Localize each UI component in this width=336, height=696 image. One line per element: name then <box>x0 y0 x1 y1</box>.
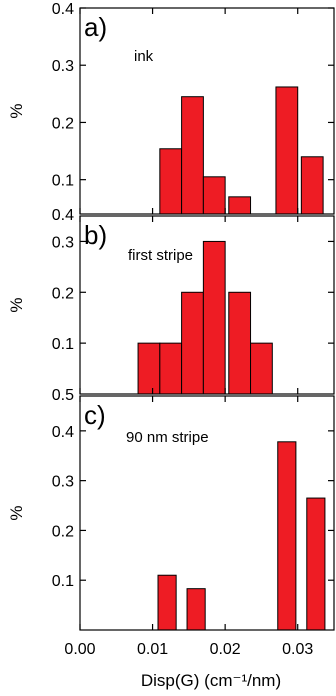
panel-letter: c) <box>84 400 106 430</box>
y-tick-label: 0.1 <box>52 573 74 590</box>
bar <box>157 574 177 631</box>
y-tick-label: 0.3 <box>52 234 74 251</box>
bar <box>306 497 326 631</box>
bar <box>186 588 206 631</box>
plot-frame <box>79 215 335 395</box>
panel-a: 0.1 0.2 0.3 0.4% a) ink <box>7 1 335 215</box>
panel-annotation: first stripe <box>128 247 193 264</box>
bar <box>202 176 226 215</box>
bar <box>159 148 183 215</box>
y-tick-label: 0.4 <box>52 1 74 18</box>
y-tick-label: 0.3 <box>52 58 74 75</box>
bar <box>137 342 161 395</box>
bar <box>228 291 252 395</box>
bar <box>300 156 324 215</box>
panel-annotation: 90 nm stripe <box>126 429 209 446</box>
bar <box>181 291 204 395</box>
y-tick-label: 0.4 <box>52 207 74 224</box>
y-tick-label: 0.3 <box>52 474 74 491</box>
bar <box>275 86 299 215</box>
bar <box>159 342 183 395</box>
bar <box>228 196 252 215</box>
bar <box>277 441 297 631</box>
x-axis-label: Disp(G) (cm⁻¹/nm) <box>141 671 281 690</box>
panel-b: 0.1 0.2 0.3% b) first stripe <box>7 215 335 395</box>
x-tick-label: 0.01 <box>137 641 168 658</box>
y-axis-label: % <box>7 297 26 312</box>
y-tick-label: 0.2 <box>52 285 74 302</box>
x-tick-label: 0.00 <box>64 641 95 658</box>
panel-annotation: ink <box>134 48 154 65</box>
x-tick-label: 0.03 <box>282 641 313 658</box>
y-tick-label: 0.1 <box>52 173 74 190</box>
panel-letter: b) <box>84 220 107 250</box>
y-axis-label: % <box>7 103 26 118</box>
bar <box>181 96 204 215</box>
plot-frame <box>79 7 335 215</box>
y-axis-label: % <box>7 505 26 520</box>
y-tick-label: 0.2 <box>52 115 74 132</box>
bar <box>250 342 273 395</box>
panel-letter: a) <box>84 12 107 42</box>
shared-labels: 0.4 0.5 <box>52 207 74 404</box>
bar <box>202 240 226 395</box>
x-tick-label: 0.02 <box>210 641 241 658</box>
y-tick-label: 0.2 <box>52 523 74 540</box>
y-tick-label: 0.5 <box>52 387 74 404</box>
y-tick-label: 0.1 <box>52 336 74 353</box>
y-tick-label: 0.4 <box>52 424 74 441</box>
plot-frame <box>79 395 335 631</box>
panel-c: 0.1 0.2 0.3 0.4% c) 90 nm stripe <box>7 395 335 631</box>
